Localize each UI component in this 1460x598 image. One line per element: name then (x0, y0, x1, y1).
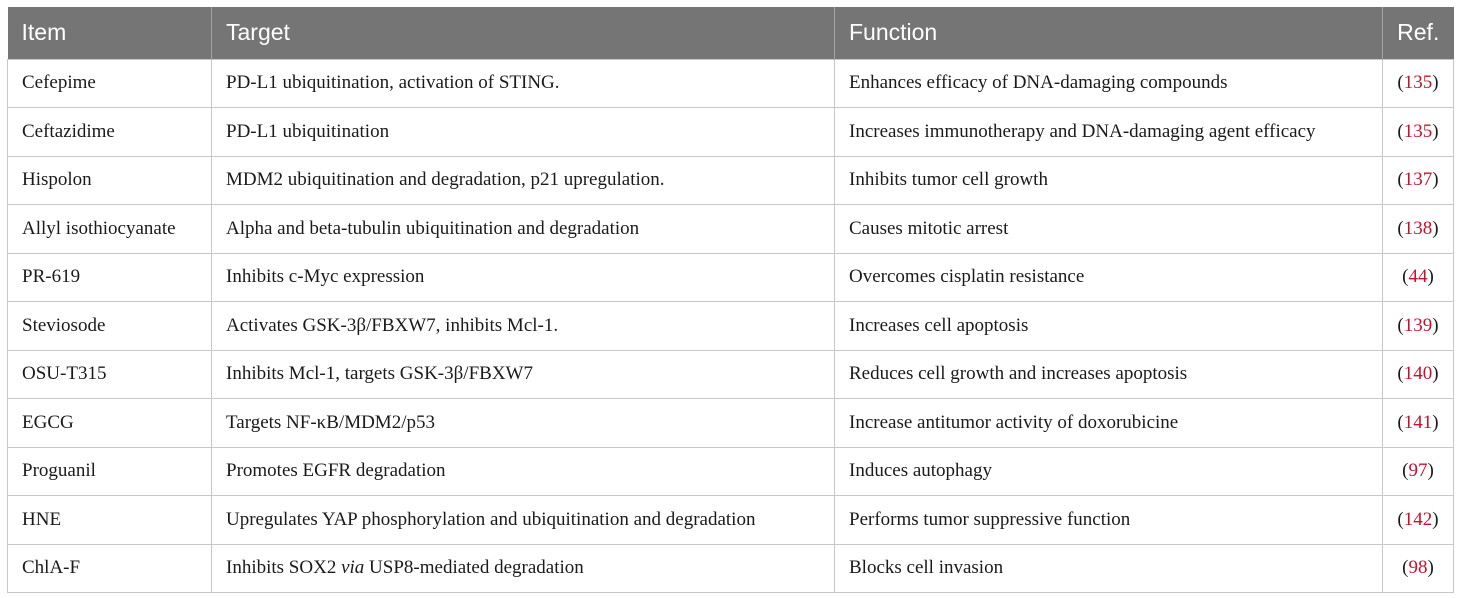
cell-item: HNE (7, 495, 212, 545)
table-row: OSU-T315 Inhibits Mcl-1, targets GSK-3β/… (7, 349, 1454, 399)
ref-link[interactable]: 98 (1408, 557, 1428, 579)
cell-function: Causes mitotic arrest (834, 204, 1383, 254)
cell-item: Hispolon (7, 155, 212, 205)
target-text-post: USP8-mediated degradation (364, 557, 584, 579)
cell-item: ChlA-F (7, 543, 212, 593)
data-table: Item Target Function Ref. Cefepime PD-L1… (7, 7, 1454, 593)
cell-function: Inhibits tumor cell growth (834, 155, 1383, 205)
ref-link[interactable]: 140 (1403, 363, 1433, 385)
cell-target: Upregulates YAP phosphorylation and ubiq… (211, 495, 835, 545)
cell-target: PD-L1 ubiquitination, activation of STIN… (211, 58, 835, 108)
cell-item: PR-619 (7, 252, 212, 302)
cell-function: Reduces cell growth and increases apopto… (834, 349, 1383, 399)
cell-target: Alpha and beta-tubulin ubiquitination an… (211, 204, 835, 254)
cell-ref: (44) (1382, 252, 1454, 302)
table-row: Proguanil Promotes EGFR degradation Indu… (7, 446, 1454, 496)
cell-ref: (135) (1382, 58, 1454, 108)
cell-function: Increases cell apoptosis (834, 301, 1383, 351)
cell-ref: (138) (1382, 204, 1454, 254)
cell-function: Overcomes cisplatin resistance (834, 252, 1383, 302)
cell-target: Targets NF-κB/MDM2/p53 (211, 398, 835, 448)
cell-function: Blocks cell invasion (834, 543, 1383, 593)
table-row: Ceftazidime PD-L1 ubiquitination Increas… (7, 107, 1454, 157)
cell-ref: (141) (1382, 398, 1454, 448)
table-row: EGCG Targets NF-κB/MDM2/p53 Increase ant… (7, 398, 1454, 448)
cell-item: Proguanil (7, 446, 212, 496)
cell-item: Steviosode (7, 301, 212, 351)
data-table-container: Item Target Function Ref. Cefepime PD-L1… (7, 7, 1454, 593)
ref-link[interactable]: 135 (1403, 72, 1433, 94)
cell-function: Increase antitumor activity of doxorubic… (834, 398, 1383, 448)
table-row: Cefepime PD-L1 ubiquitination, activatio… (7, 58, 1454, 108)
table-row: Allyl isothiocyanate Alpha and beta-tubu… (7, 204, 1454, 254)
cell-ref: (139) (1382, 301, 1454, 351)
ref-link[interactable]: 137 (1403, 169, 1433, 191)
ref-link[interactable]: 44 (1408, 266, 1428, 288)
ref-link[interactable]: 97 (1408, 460, 1428, 482)
cell-ref: (97) (1382, 446, 1454, 496)
ref-link[interactable]: 138 (1403, 217, 1433, 239)
cell-function: Enhances efficacy of DNA-damaging compou… (834, 58, 1383, 108)
cell-item: Cefepime (7, 58, 212, 108)
cell-target: Activates GSK-3β/FBXW7, inhibits Mcl-1. (211, 301, 835, 351)
cell-target: Inhibits c-Myc expression (211, 252, 835, 302)
cell-target: PD-L1 ubiquitination (211, 107, 835, 157)
table-body: Cefepime PD-L1 ubiquitination, activatio… (7, 58, 1454, 593)
header-function: Function (834, 7, 1383, 59)
table-header: Item Target Function Ref. (7, 7, 1454, 59)
ref-link[interactable]: 135 (1403, 120, 1433, 142)
header-target: Target (211, 7, 835, 59)
table-row: Hispolon MDM2 ubiquitination and degrada… (7, 155, 1454, 205)
cell-ref: (140) (1382, 349, 1454, 399)
cell-item: Allyl isothiocyanate (7, 204, 212, 254)
cell-function: Performs tumor suppressive function (834, 495, 1383, 545)
cell-function: Increases immunotherapy and DNA-damaging… (834, 107, 1383, 157)
table-row: Steviosode Activates GSK-3β/FBXW7, inhib… (7, 301, 1454, 351)
cell-ref: (142) (1382, 495, 1454, 545)
cell-target: Inhibits Mcl-1, targets GSK-3β/FBXW7 (211, 349, 835, 399)
header-ref: Ref. (1382, 7, 1454, 59)
cell-target: MDM2 ubiquitination and degradation, p21… (211, 155, 835, 205)
ref-link[interactable]: 141 (1403, 411, 1433, 433)
cell-ref: (98) (1382, 543, 1454, 593)
target-text-pre: Inhibits SOX2 (226, 557, 342, 579)
cell-ref: (135) (1382, 107, 1454, 157)
cell-item: OSU-T315 (7, 349, 212, 399)
cell-function: Induces autophagy (834, 446, 1383, 496)
cell-item: EGCG (7, 398, 212, 448)
header-item: Item (7, 7, 212, 59)
table-row: PR-619 Inhibits c-Myc expression Overcom… (7, 252, 1454, 302)
ref-link[interactable]: 142 (1403, 508, 1433, 530)
cell-item: Ceftazidime (7, 107, 212, 157)
cell-ref: (137) (1382, 155, 1454, 205)
target-text-italic: via (341, 557, 365, 579)
header-row: Item Target Function Ref. (7, 7, 1454, 59)
table-row: HNE Upregulates YAP phosphorylation and … (7, 495, 1454, 545)
cell-target: Inhibits SOX2 via USP8-mediated degradat… (211, 543, 835, 593)
table-row: ChlA-F Inhibits SOX2 via USP8-mediated d… (7, 543, 1454, 593)
cell-target: Promotes EGFR degradation (211, 446, 835, 496)
ref-link[interactable]: 139 (1403, 314, 1433, 336)
